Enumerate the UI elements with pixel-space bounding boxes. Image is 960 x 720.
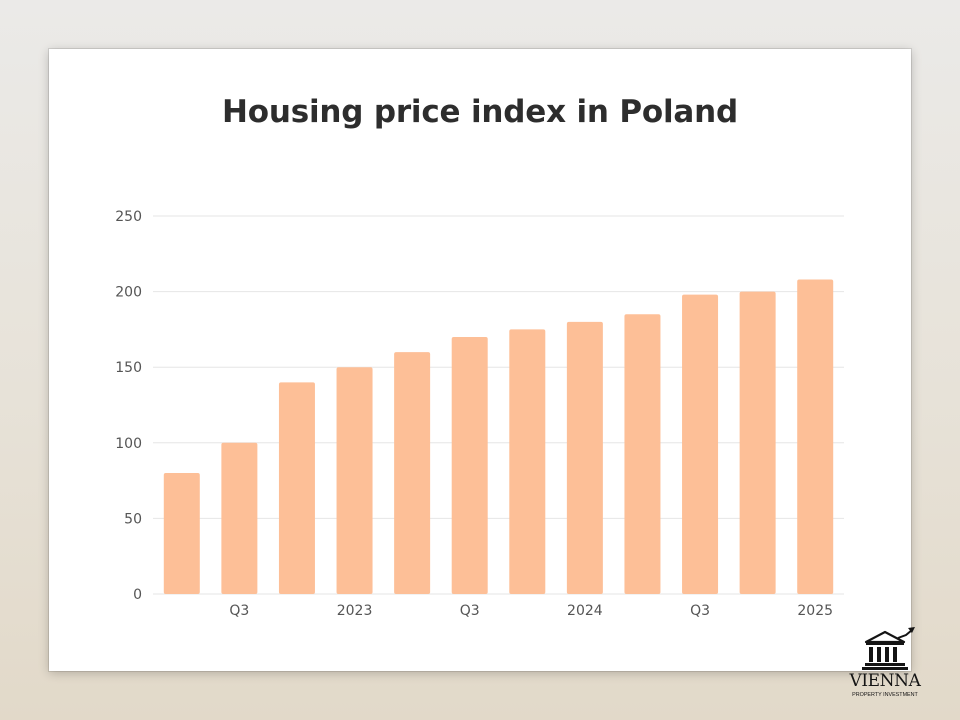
bar — [451, 336, 488, 594]
bar — [278, 382, 315, 594]
y-tick-label: 250 — [115, 209, 142, 225]
bar — [624, 314, 661, 594]
bar — [163, 473, 200, 594]
bar — [739, 291, 776, 594]
bar — [394, 352, 431, 594]
x-tick-label: 2024 — [567, 603, 603, 619]
y-tick-label: 200 — [115, 285, 142, 301]
y-tick-label: 100 — [115, 436, 142, 452]
x-tick-label: Q3 — [690, 603, 710, 619]
bar — [336, 367, 373, 594]
chart-title: Housing price index in Poland — [222, 94, 738, 130]
brand-tagline: PROPERTY INVESTMENT — [852, 692, 918, 698]
bar — [509, 329, 546, 594]
x-tick-label: Q3 — [460, 603, 480, 619]
bar — [797, 279, 834, 594]
y-tick-label: 50 — [124, 511, 142, 527]
x-tick-label: 2023 — [337, 603, 373, 619]
building-growth-icon — [862, 627, 915, 670]
bar — [221, 442, 258, 594]
y-tick-label: 0 — [133, 587, 142, 603]
y-tick-label: 150 — [115, 360, 142, 376]
x-tick-label: 2025 — [797, 603, 833, 619]
bar — [682, 294, 719, 594]
x-tick-label: Q3 — [229, 603, 249, 619]
bar — [566, 321, 603, 594]
brand-name: VIENNA — [849, 671, 921, 691]
